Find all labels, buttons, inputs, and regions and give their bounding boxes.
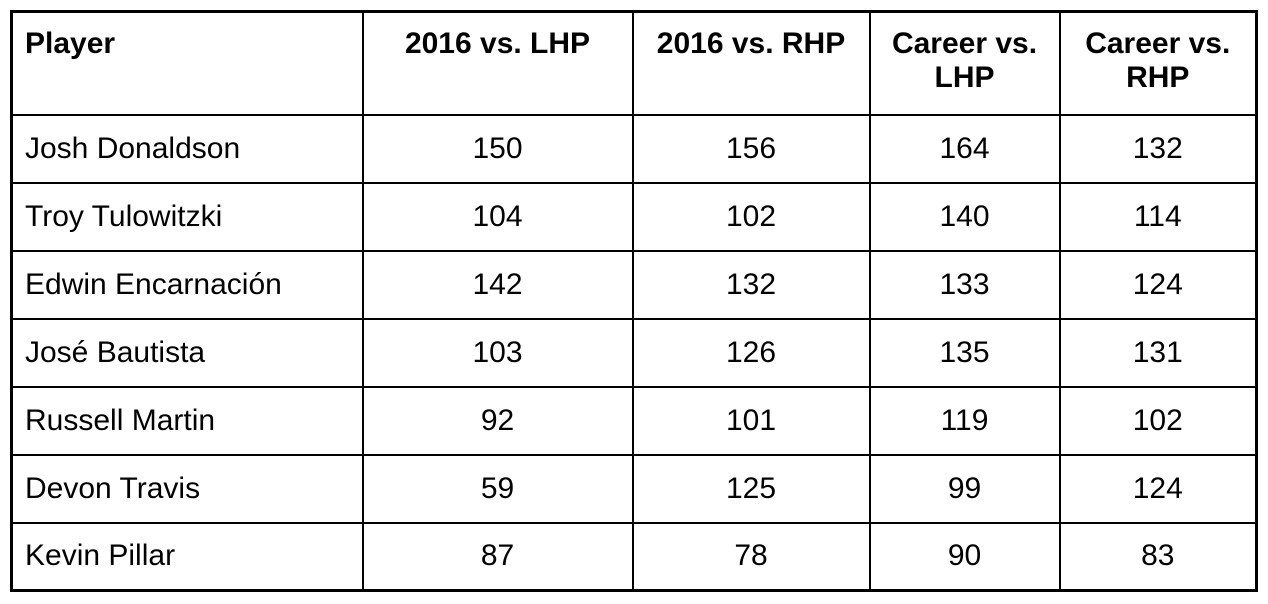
stat-value-cell: 156 — [631, 113, 871, 184]
stat-value-cell: 164 — [868, 113, 1061, 184]
table-body: Josh Donaldson 150 156 164 132 Troy Tulowitzk… — [10, 113, 1258, 592]
table-row: Josh Donaldson 150 156 164 132 — [10, 113, 1258, 184]
stat-value-cell: 150 — [361, 113, 634, 184]
table-row: Kevin Pillar 87 78 90 83 — [10, 521, 1258, 592]
player-splits-table: Player 2016 vs. LHP 2016 vs. RHP Career vs.… — [10, 10, 1258, 592]
player-name-cell: Edwin Encarnación — [10, 249, 364, 320]
table-row: Russell Martin 92 101 119 102 — [10, 385, 1258, 456]
table-row: Devon Travis 59 125 99 124 — [10, 453, 1258, 524]
stat-value-cell: 92 — [361, 385, 634, 456]
stat-value-cell: 87 — [361, 521, 634, 592]
stat-value-cell: 101 — [631, 385, 871, 456]
table-row: José Bautista 103 126 135 131 — [10, 317, 1258, 388]
player-name-cell: Devon Travis — [10, 453, 364, 524]
player-name-cell: José Bautista — [10, 317, 364, 388]
stat-value-cell: 142 — [361, 249, 634, 320]
stat-value-cell: 132 — [1058, 113, 1258, 184]
stat-value-cell: 103 — [361, 317, 634, 388]
stat-value-cell: 114 — [1058, 181, 1258, 252]
table-row: Edwin Encarnación 142 132 133 124 — [10, 249, 1258, 320]
stat-value-cell: 99 — [868, 453, 1061, 524]
table-row: Troy Tulowitzki 104 102 140 114 — [10, 181, 1258, 252]
stat-value-cell: 90 — [868, 521, 1061, 592]
column-header: Career vs. RHP — [1058, 10, 1258, 116]
header-row: Player 2016 vs. LHP 2016 vs. RHP Career vs.… — [10, 10, 1258, 116]
stat-value-cell: 131 — [1058, 317, 1258, 388]
player-name-cell: Kevin Pillar — [10, 521, 364, 592]
stat-value-cell: 119 — [868, 385, 1061, 456]
stat-value-cell: 59 — [361, 453, 634, 524]
column-header: Career vs. LHP — [868, 10, 1061, 116]
stat-value-cell: 135 — [868, 317, 1061, 388]
stat-value-cell: 125 — [631, 453, 871, 524]
column-header: 2016 vs. RHP — [631, 10, 871, 116]
stat-value-cell: 78 — [631, 521, 871, 592]
stat-value-cell: 83 — [1058, 521, 1258, 592]
stat-value-cell: 140 — [868, 181, 1061, 252]
player-name-cell: Troy Tulowitzki — [10, 181, 364, 252]
stat-value-cell: 132 — [631, 249, 871, 320]
table-header: Player 2016 vs. LHP 2016 vs. RHP Career vs.… — [10, 10, 1258, 116]
stat-value-cell: 102 — [631, 181, 871, 252]
column-header: 2016 vs. LHP — [361, 10, 634, 116]
column-header-player: Player — [10, 10, 364, 116]
player-name-cell: Josh Donaldson — [10, 113, 364, 184]
stat-value-cell: 124 — [1058, 249, 1258, 320]
stat-value-cell: 104 — [361, 181, 634, 252]
stat-value-cell: 126 — [631, 317, 871, 388]
player-name-cell: Russell Martin — [10, 385, 364, 456]
stat-value-cell: 102 — [1058, 385, 1258, 456]
stat-value-cell: 133 — [868, 249, 1061, 320]
stat-value-cell: 124 — [1058, 453, 1258, 524]
